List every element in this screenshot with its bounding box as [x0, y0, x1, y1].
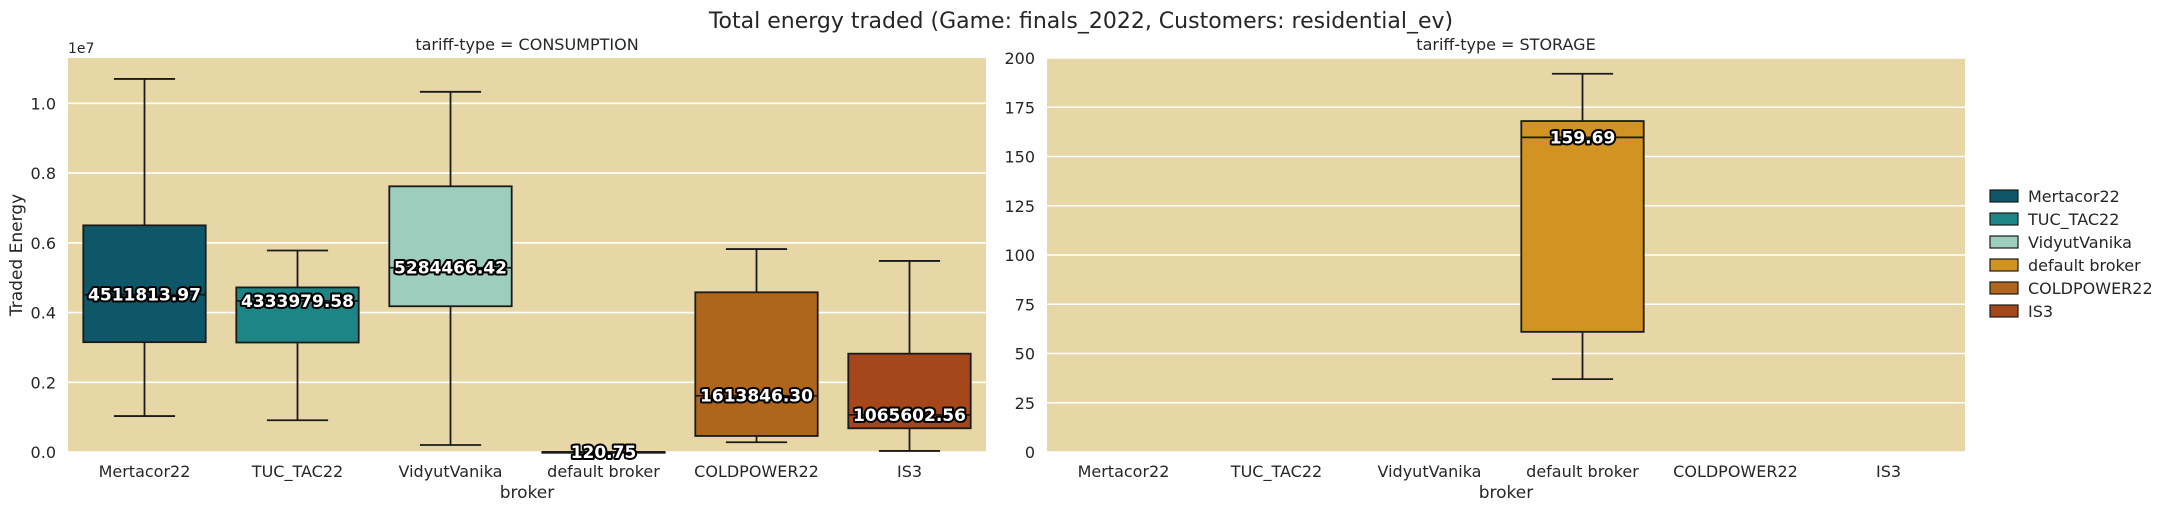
panel-storage-boxes: 159.69 — [1520, 72, 1645, 381]
x-tick-label: default broker — [1526, 462, 1639, 481]
panel-storage-x-axis-label: broker — [1479, 483, 1534, 503]
legend-swatch — [1989, 258, 2019, 272]
x-tick-label: IS3 — [897, 462, 922, 481]
chart-title: Total energy traded (Game: finals_2022, … — [708, 9, 1453, 34]
median-label: 120.75 — [571, 443, 637, 463]
legend-item-mertacor22: Mertacor22 — [1989, 187, 2120, 206]
y-tick-label: 125 — [1004, 197, 1035, 216]
panel-consumption-grid — [68, 102, 986, 453]
x-tick-label: IS3 — [1876, 462, 1901, 481]
x-tick-label: VidyutVanika — [1378, 462, 1482, 481]
median-label: 4333979.58 — [241, 292, 354, 312]
panel-consumption-background — [68, 58, 986, 452]
legend-label: TUC_TAC22 — [2027, 210, 2119, 230]
y-tick-label: 0.4 — [31, 304, 56, 323]
legend-swatch — [1989, 212, 2019, 226]
y-tick-label: 0.0 — [31, 443, 56, 462]
panel-consumption-x-axis-label: broker — [500, 483, 555, 503]
median-label: 159.69 — [1550, 128, 1616, 148]
legend-swatch — [1989, 235, 2019, 249]
panel-consumption-y-ticks: 0.0 0.2 0.4 0.6 0.8 1.0 — [31, 94, 56, 462]
y-tick-label: 100 — [1004, 246, 1035, 265]
x-tick-label: TUC_TAC22 — [1230, 462, 1322, 482]
y-tick-label: 175 — [1004, 98, 1035, 117]
panel-consumption-title: tariff-type = CONSUMPTION — [415, 35, 638, 54]
y-tick-label: 0.6 — [31, 234, 56, 253]
box-tuc-tac22: 4333979.58 — [235, 249, 360, 422]
legend-label: Mertacor22 — [2028, 187, 2120, 206]
legend-item-coldpower22: COLDPOWER22 — [1989, 279, 2153, 298]
panel-storage-title: tariff-type = STORAGE — [1416, 35, 1595, 54]
median-label: 4511813.97 — [88, 286, 201, 306]
legend-swatch — [1989, 304, 2019, 318]
legend-label: VidyutVanika — [2028, 233, 2132, 252]
legend-item-vidyutvanika: VidyutVanika — [1989, 233, 2132, 252]
iqr-box — [388, 185, 513, 308]
panel-storage-grid — [1047, 57, 1965, 453]
panel-consumption-y-axis-label: Traded Energy — [7, 194, 27, 317]
y-tick-label: 0 — [1025, 443, 1035, 462]
legend: Mertacor22 TUC_TAC22 VidyutVanika default b… — [1989, 187, 2153, 321]
y-tick-label: 25 — [1015, 394, 1035, 413]
y-tick-label: 200 — [1004, 49, 1035, 68]
legend-item-default-broker: default broker — [1989, 256, 2141, 275]
box-default-broker: 120.75 — [541, 441, 666, 465]
y-tick-label: 75 — [1015, 295, 1035, 314]
y-tick-label: 0.8 — [31, 164, 56, 183]
iqr-box — [694, 291, 819, 437]
panel-storage-x-ticks: Mertacor22 TUC_TAC22 VidyutVanika default b… — [1078, 462, 1901, 482]
x-tick-label: default broker — [547, 462, 660, 481]
x-tick-label: COLDPOWER22 — [694, 462, 819, 481]
x-tick-label: TUC_TAC22 — [251, 462, 343, 482]
box-vidyutvanika: 5284466.42 — [388, 90, 513, 446]
median-label: 5284466.42 — [394, 259, 507, 279]
median-label: 1613846.30 — [700, 387, 813, 407]
legend-item-tuc-tac22: TUC_TAC22 — [1989, 210, 2119, 230]
panel-consumption: 4511813.97 4333979.58 5284466.42 120.75 1613… — [7, 35, 986, 503]
y-tick-label: 50 — [1015, 345, 1035, 364]
panel-consumption-y-offset-label: 1e7 — [68, 41, 94, 57]
legend-item-is3: IS3 — [1989, 302, 2053, 321]
legend-label: COLDPOWER22 — [2028, 279, 2153, 298]
median-label: 1065602.56 — [853, 406, 966, 426]
x-tick-label: Mertacor22 — [1078, 462, 1170, 481]
iqr-box — [235, 286, 360, 344]
x-tick-label: VidyutVanika — [399, 462, 503, 481]
box-default-broker: 159.69 — [1520, 72, 1645, 381]
iqr-box — [1520, 120, 1645, 333]
box-mertacor22: 4511813.97 — [82, 78, 207, 417]
legend-label: default broker — [2028, 256, 2141, 275]
box-coldpower22: 1613846.30 — [694, 248, 819, 444]
box-is3: 1065602.56 — [847, 260, 972, 452]
legend-swatch — [1989, 281, 2019, 295]
y-tick-label: 1.0 — [31, 94, 56, 113]
iqr-box — [82, 224, 207, 344]
legend-swatch — [1989, 189, 2019, 203]
panel-storage: 159.69 0 25 50 75 100 125 150 175 200 Mertacor22… — [1004, 35, 1965, 503]
iqr-box — [847, 352, 972, 430]
panel-consumption-boxes: 4511813.97 4333979.58 5284466.42 120.75 1613… — [82, 78, 972, 465]
x-tick-label: Mertacor22 — [99, 462, 191, 481]
legend-label: IS3 — [2028, 302, 2053, 321]
panel-storage-y-ticks: 0 25 50 75 100 125 150 175 200 — [1004, 49, 1035, 462]
y-tick-label: 0.2 — [31, 373, 56, 392]
y-tick-label: 150 — [1004, 148, 1035, 167]
x-tick-label: COLDPOWER22 — [1673, 462, 1798, 481]
panel-consumption-x-ticks: Mertacor22 TUC_TAC22 VidyutVanika default b… — [99, 462, 922, 482]
